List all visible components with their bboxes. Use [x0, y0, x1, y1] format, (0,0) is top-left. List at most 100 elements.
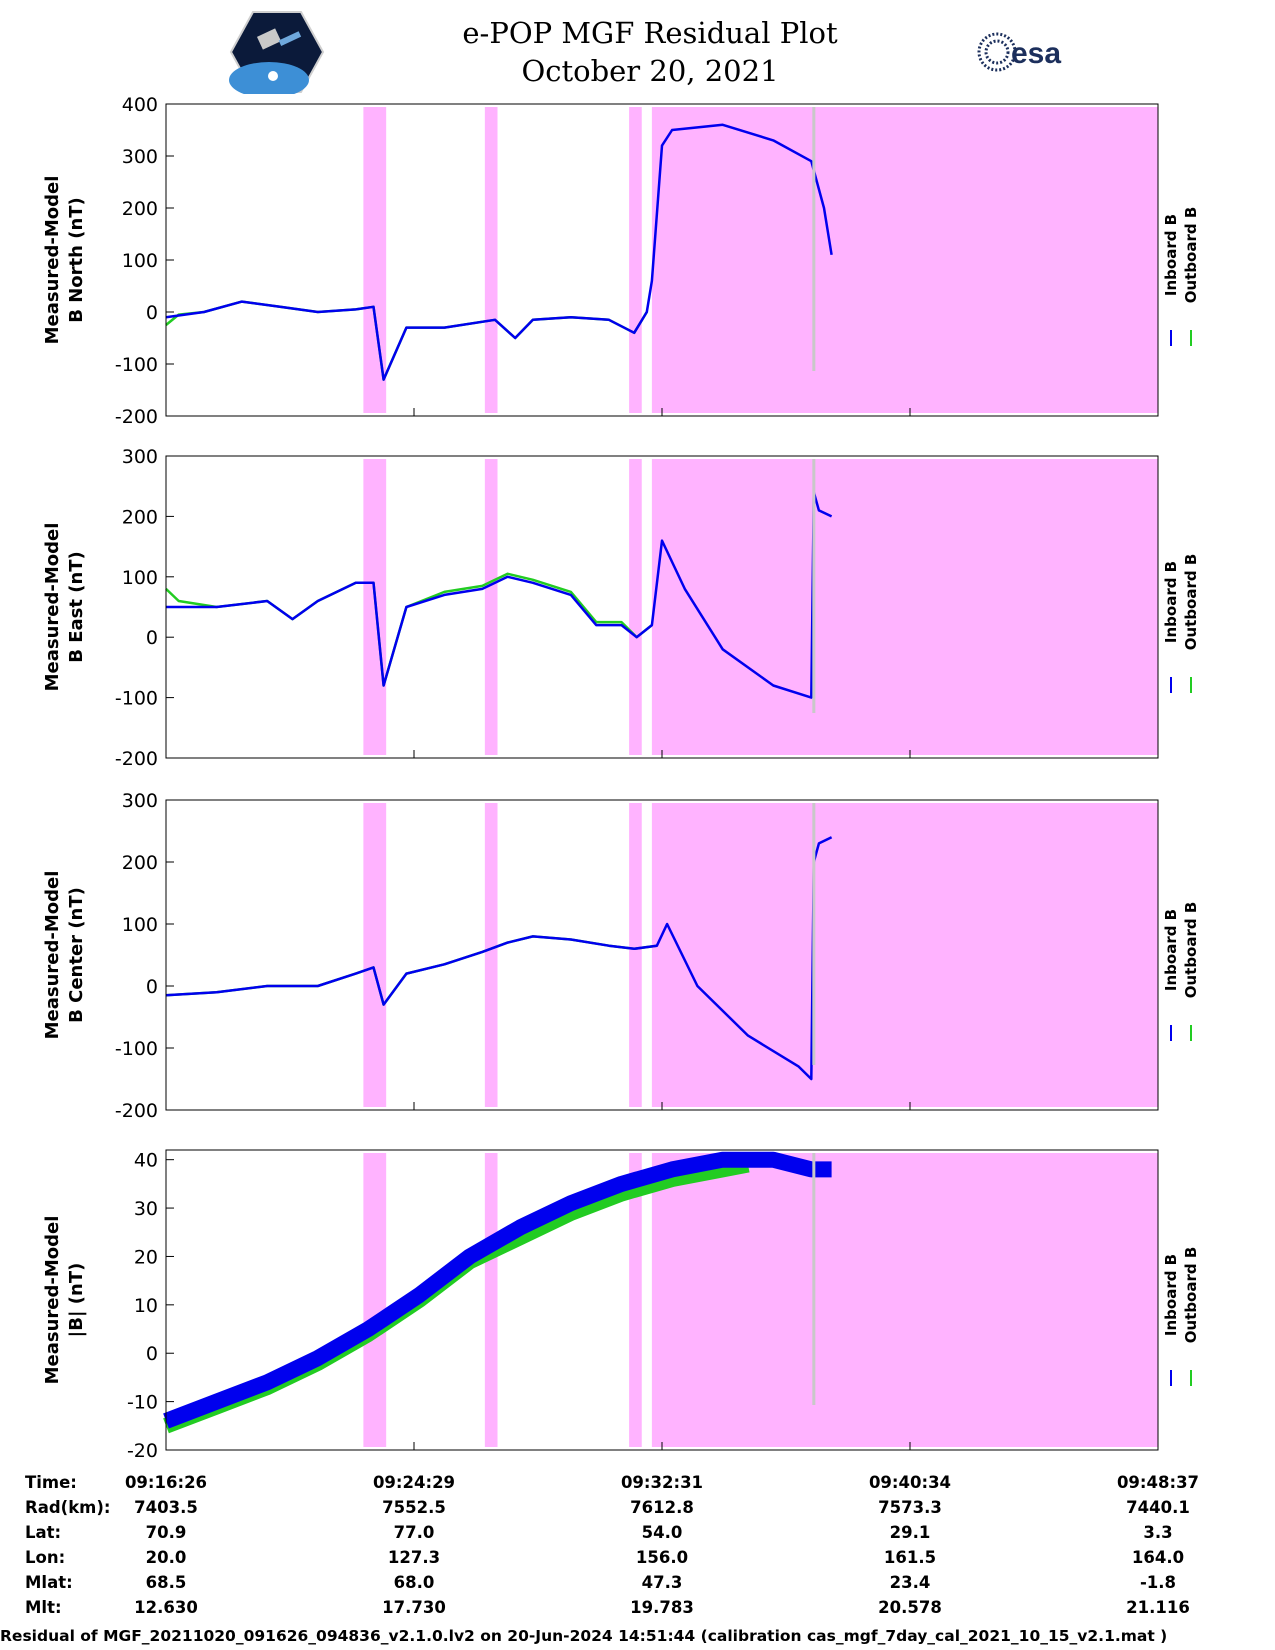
y-tick-label-2-1: -200: [115, 748, 158, 770]
y-tick-label-3-6: 300: [122, 790, 158, 812]
info-row-label-5: Mlat:: [25, 1573, 73, 1592]
shaded-interval-2-4: [651, 459, 1158, 755]
y-axis-label-1: Measured-Model B North (nT): [42, 176, 87, 345]
info-row-value-4-5: 164.0: [1132, 1548, 1184, 1567]
legend-label-3-2: Outboard B: [1182, 902, 1200, 999]
y-tick-label-1-1: -200: [115, 406, 158, 428]
legend-label-2-1: Inboard B: [1162, 561, 1180, 643]
esa-logo-text: esa: [1011, 37, 1061, 70]
info-row-value-2-5: 7440.1: [1126, 1498, 1190, 1517]
y-axis-label-4: Measured-Model |B| (nT): [42, 1216, 87, 1385]
info-row-value-6-5: 21.116: [1126, 1598, 1190, 1617]
series-line-3-inboard-b: [165, 836, 833, 1081]
y-tick-label-2-4: 100: [122, 567, 158, 589]
y-tick-label-1-2: -100: [115, 354, 158, 376]
y-tick-label-4-5: 20: [134, 1246, 158, 1268]
info-row-value-1-4: 09:40:34: [869, 1473, 951, 1492]
y-tick-label-1-7: 400: [122, 94, 158, 116]
y-tick-label-3-4: 100: [122, 914, 158, 936]
info-row-value-1-1: 09:16:26: [125, 1473, 207, 1492]
info-row-label-1: Time:: [25, 1473, 77, 1492]
series-line-1-inboard-b: [165, 123, 833, 381]
y-tick-label-1-6: 300: [122, 146, 158, 168]
y-axis-label-line-2-1: Measured-Model: [42, 523, 63, 692]
legend-label-2-2: Outboard B: [1182, 554, 1200, 651]
shaded-interval-4-4: [651, 1153, 1158, 1447]
y-tick-label-2-6: 300: [122, 446, 158, 468]
info-row-value-4-2: 127.3: [388, 1548, 440, 1567]
chart-subtitle: October 20, 2021: [521, 54, 779, 88]
y-axis-label-2: Measured-Model B East (nT): [42, 523, 87, 692]
info-row-value-1-5: 09:48:37: [1117, 1473, 1199, 1492]
y-tick-label-3-1: -200: [115, 1100, 158, 1122]
shaded-interval-1-2: [484, 107, 498, 413]
shaded-interval-2-3: [629, 459, 642, 755]
y-tick-label-3-3: 0: [146, 976, 158, 998]
info-row-value-2-4: 7573.3: [878, 1498, 942, 1517]
y-tick-label-1-4: 100: [122, 250, 158, 272]
y-axis-label-line-1-1: Measured-Model: [42, 176, 63, 345]
shaded-interval-1-4: [651, 107, 1158, 413]
info-row-value-4-3: 156.0: [636, 1548, 688, 1567]
info-row-value-4-1: 20.0: [146, 1548, 187, 1567]
info-row-label-4: Lon:: [25, 1548, 65, 1567]
shaded-interval-3-3: [629, 803, 642, 1107]
shaded-interval-4-2: [484, 1153, 498, 1447]
info-row-value-4-4: 161.5: [884, 1548, 936, 1567]
info-row-value-6-2: 17.730: [382, 1598, 446, 1617]
y-axis-label-line-3-1: Measured-Model: [42, 871, 63, 1040]
shaded-interval-3-1: [363, 803, 387, 1107]
y-tick-label-4-7: 40: [134, 1150, 158, 1172]
info-row-value-6-3: 19.783: [630, 1598, 694, 1617]
y-axis-label-3: Measured-Model B Center (nT): [42, 871, 87, 1040]
info-row-value-3-5: 3.3: [1143, 1523, 1172, 1542]
y-axis-label-line-2-2: B East (nT): [66, 551, 87, 663]
info-row-value-3-1: 70.9: [146, 1523, 187, 1542]
shaded-interval-2-2: [484, 459, 498, 755]
legend-label-4-2: Outboard B: [1182, 1247, 1200, 1344]
shaded-interval-4-3: [629, 1153, 642, 1447]
y-tick-label-4-4: 10: [134, 1295, 158, 1317]
info-row-value-2-3: 7612.8: [630, 1498, 694, 1517]
info-row-label-6: Mlt:: [25, 1598, 62, 1617]
info-row-value-5-1: 68.5: [146, 1573, 187, 1592]
shaded-interval-1-3: [629, 107, 642, 413]
info-row-label-3: Lat:: [25, 1523, 61, 1542]
series-line-4-inboard-b: [163, 1151, 832, 1429]
y-tick-label-4-1: -20: [127, 1440, 158, 1462]
info-row-value-6-4: 20.578: [878, 1598, 942, 1617]
y-tick-label-1-3: 0: [146, 302, 158, 324]
y-tick-label-4-3: 0: [146, 1343, 158, 1365]
shaded-interval-3-2: [484, 803, 498, 1107]
y-axis-label-line-3-2: B Center (nT): [66, 887, 87, 1023]
y-axis-label-line-4-1: Measured-Model: [42, 1216, 63, 1385]
y-tick-label-3-2: -100: [115, 1038, 158, 1060]
y-tick-label-1-5: 200: [122, 198, 158, 220]
title-block: e-POP MGF Residual Plot October 20, 2021: [360, 14, 940, 90]
shaded-interval-4-1: [363, 1153, 387, 1447]
series-line-2-inboard-b: [166, 490, 833, 699]
info-row-value-3-4: 29.1: [890, 1523, 931, 1542]
series-line-1-outboard-b: [165, 300, 648, 381]
y-axis-label-line-4-2: |B| (nT): [66, 1263, 87, 1338]
info-row-value-5-4: 23.4: [890, 1573, 931, 1592]
legend-label-1-2: Outboard B: [1182, 207, 1200, 304]
series-line-2-outboard-b: [165, 572, 653, 687]
cassiope-mission-logo: [229, 11, 325, 94]
info-row-value-1-2: 09:24:29: [373, 1473, 455, 1492]
y-axis-label-line-1-2: B North (nT): [66, 197, 87, 323]
y-tick-label-3-5: 200: [122, 852, 158, 874]
shaded-interval-3-4: [651, 803, 1158, 1107]
info-row-value-2-1: 7403.5: [134, 1498, 198, 1517]
info-row-value-5-5: -1.8: [1140, 1573, 1176, 1592]
y-tick-label-4-6: 30: [134, 1198, 158, 1220]
y-tick-label-2-2: -100: [115, 688, 158, 710]
y-tick-label-4-2: -10: [127, 1392, 158, 1414]
series-line-3-outboard-b: [165, 935, 658, 1006]
info-row-value-5-3: 47.3: [642, 1573, 683, 1592]
info-row-value-5-2: 68.0: [394, 1573, 435, 1592]
info-row-label-2: Rad(km):: [25, 1498, 111, 1517]
info-row-value-6-1: 12.630: [134, 1598, 198, 1617]
y-tick-label-2-3: 0: [146, 627, 158, 649]
